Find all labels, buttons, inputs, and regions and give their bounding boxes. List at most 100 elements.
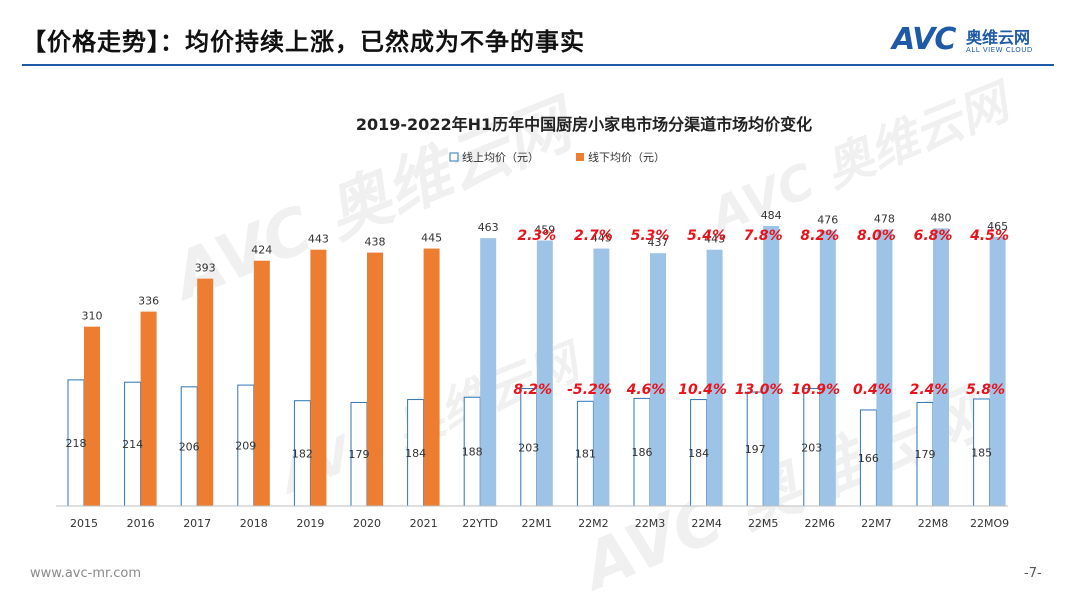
online-value-label: 179: [915, 448, 936, 461]
footer-url: www.avc-mr.com: [30, 566, 142, 581]
x-tick-label: 22M4: [691, 517, 722, 530]
x-tick-label: 2018: [240, 517, 268, 530]
offline-price-bar: [876, 229, 893, 506]
offline-value-label: 443: [704, 233, 725, 246]
offline-price-bar: [84, 326, 100, 506]
offline-price-bar: [819, 230, 836, 506]
online-value-label: 166: [858, 452, 879, 465]
offline-price-bar: [763, 226, 780, 506]
x-tick-label: 2016: [127, 517, 155, 530]
x-tick-label: 2020: [353, 517, 381, 530]
offline-value-label: 478: [874, 212, 895, 225]
online-growth-label: -5.2%: [567, 382, 612, 398]
offline-growth-label: 7.8%: [744, 228, 783, 244]
x-tick-label: 22YTD: [462, 517, 498, 530]
offline-value-label: 480: [931, 211, 952, 224]
legend-offline-swatch: [576, 153, 584, 161]
x-tick-label: 2017: [183, 517, 211, 530]
logo-chinese-name: 奥维云网: [966, 28, 1031, 47]
online-growth-label: 10.4%: [678, 382, 727, 398]
x-tick-label: 22M1: [522, 517, 553, 530]
online-growth-label: 4.6%: [626, 382, 666, 398]
online-growth-label: 2.4%: [910, 382, 949, 398]
offline-growth-label: 2.7%: [574, 228, 613, 244]
x-tick-label: 22M2: [578, 517, 609, 530]
online-value-label: 214: [122, 438, 143, 451]
online-growth-label: 0.4%: [853, 382, 892, 398]
offline-price-bar: [593, 248, 610, 506]
offline-growth-label: 2.3%: [517, 228, 556, 244]
offline-value-label: 465: [987, 220, 1008, 233]
offline-value-label: 310: [82, 310, 103, 323]
online-value-label: 218: [66, 437, 87, 450]
x-tick-label: 2019: [296, 517, 324, 530]
x-tick-label: 22M3: [635, 517, 666, 530]
legend-online-swatch: [449, 152, 459, 162]
offline-value-label: 393: [195, 262, 216, 275]
offline-price-bar: [310, 249, 327, 507]
x-tick-label: 22M5: [748, 517, 779, 530]
online-value-label: 209: [235, 440, 256, 453]
offline-value-label: 476: [817, 214, 838, 227]
x-tick-label: 22MO9: [970, 517, 1009, 530]
legend-offline-label: 线下均价（元）: [588, 150, 665, 164]
chart-title: 2019-2022年H1历年中国厨房小家电市场分渠道市场均价变化: [356, 115, 812, 134]
offline-price-bar: [989, 236, 1006, 506]
page-title: 【价格走势】：均价持续上涨，已然成为不争的事实: [22, 28, 585, 56]
offline-value-label: 459: [534, 223, 555, 236]
online-growth-label: 13.0%: [735, 382, 784, 398]
x-tick-label: 2015: [70, 517, 98, 530]
offline-price-bar: [197, 278, 214, 506]
offline-value-label: 438: [365, 236, 386, 249]
offline-price-bar: [140, 311, 157, 506]
online-value-label: 203: [518, 441, 539, 454]
offline-growth-label: 8.2%: [800, 228, 839, 244]
offline-price-bar: [253, 260, 270, 506]
legend-online-label: 线上均价（元）: [462, 150, 539, 164]
chart-legend: 线上均价（元） 线下均价（元）: [449, 150, 665, 164]
logo-mark: AVC: [892, 22, 956, 57]
offline-price-bar: [367, 252, 383, 506]
online-value-label: 186: [632, 446, 653, 459]
online-value-label: 206: [179, 440, 200, 453]
page-number: -7-: [1024, 566, 1042, 581]
online-value-label: 185: [971, 446, 992, 459]
online-growth-label: 5.8%: [966, 382, 1005, 398]
online-value-label: 184: [405, 447, 426, 460]
offline-value-label: 437: [648, 236, 669, 249]
offline-value-label: 443: [308, 233, 329, 246]
logo-english-name: ALL VIEW CLOUD: [966, 46, 1033, 54]
x-axis-ticks: 2015 2016 2017 2018 2019 2020 2021 22YTD 22M1 22M…: [70, 517, 1009, 530]
offline-price-bar: [480, 238, 497, 507]
x-tick-label: 22M7: [861, 517, 892, 530]
offline-growth-label: 4.5%: [969, 228, 1009, 244]
x-tick-label: 2021: [410, 517, 438, 530]
offline-price-bar: [536, 240, 553, 506]
brand-logo: AVC 奥维云网 ALL VIEW CLOUD: [892, 22, 1062, 58]
offline-price-bar: [706, 249, 723, 507]
online-value-label: 203: [801, 441, 822, 454]
online-value-label: 197: [745, 443, 766, 456]
offline-price-bar: [933, 228, 949, 506]
online-growth-label: 8.2%: [513, 382, 552, 398]
online-value-label: 181: [575, 448, 596, 461]
offline-growth-label: 6.8%: [914, 228, 953, 244]
x-tick-label: 22M8: [918, 517, 949, 530]
offline-price-bar: [423, 248, 440, 506]
offline-value-label: 336: [138, 295, 159, 308]
offline-growth-label: 8.0%: [857, 228, 896, 244]
x-tick-label: 22M6: [805, 517, 836, 530]
header-divider: [22, 64, 1054, 66]
offline-value-label: 484: [761, 209, 782, 222]
offline-growth-label: 5.3%: [631, 228, 670, 244]
labels-group: 218 310 214 336 206 393 209 424 182 443 179 438 184 4…: [66, 209, 1010, 465]
offline-value-label: 445: [421, 232, 442, 245]
offline-value-label: 424: [251, 244, 272, 257]
online-value-label: 179: [349, 448, 370, 461]
offline-growth-label: 5.4%: [687, 228, 726, 244]
bars-group: [67, 226, 1006, 507]
offline-price-bar: [650, 253, 666, 506]
offline-value-label: 463: [478, 221, 499, 234]
offline-value-label: 445: [591, 232, 612, 245]
